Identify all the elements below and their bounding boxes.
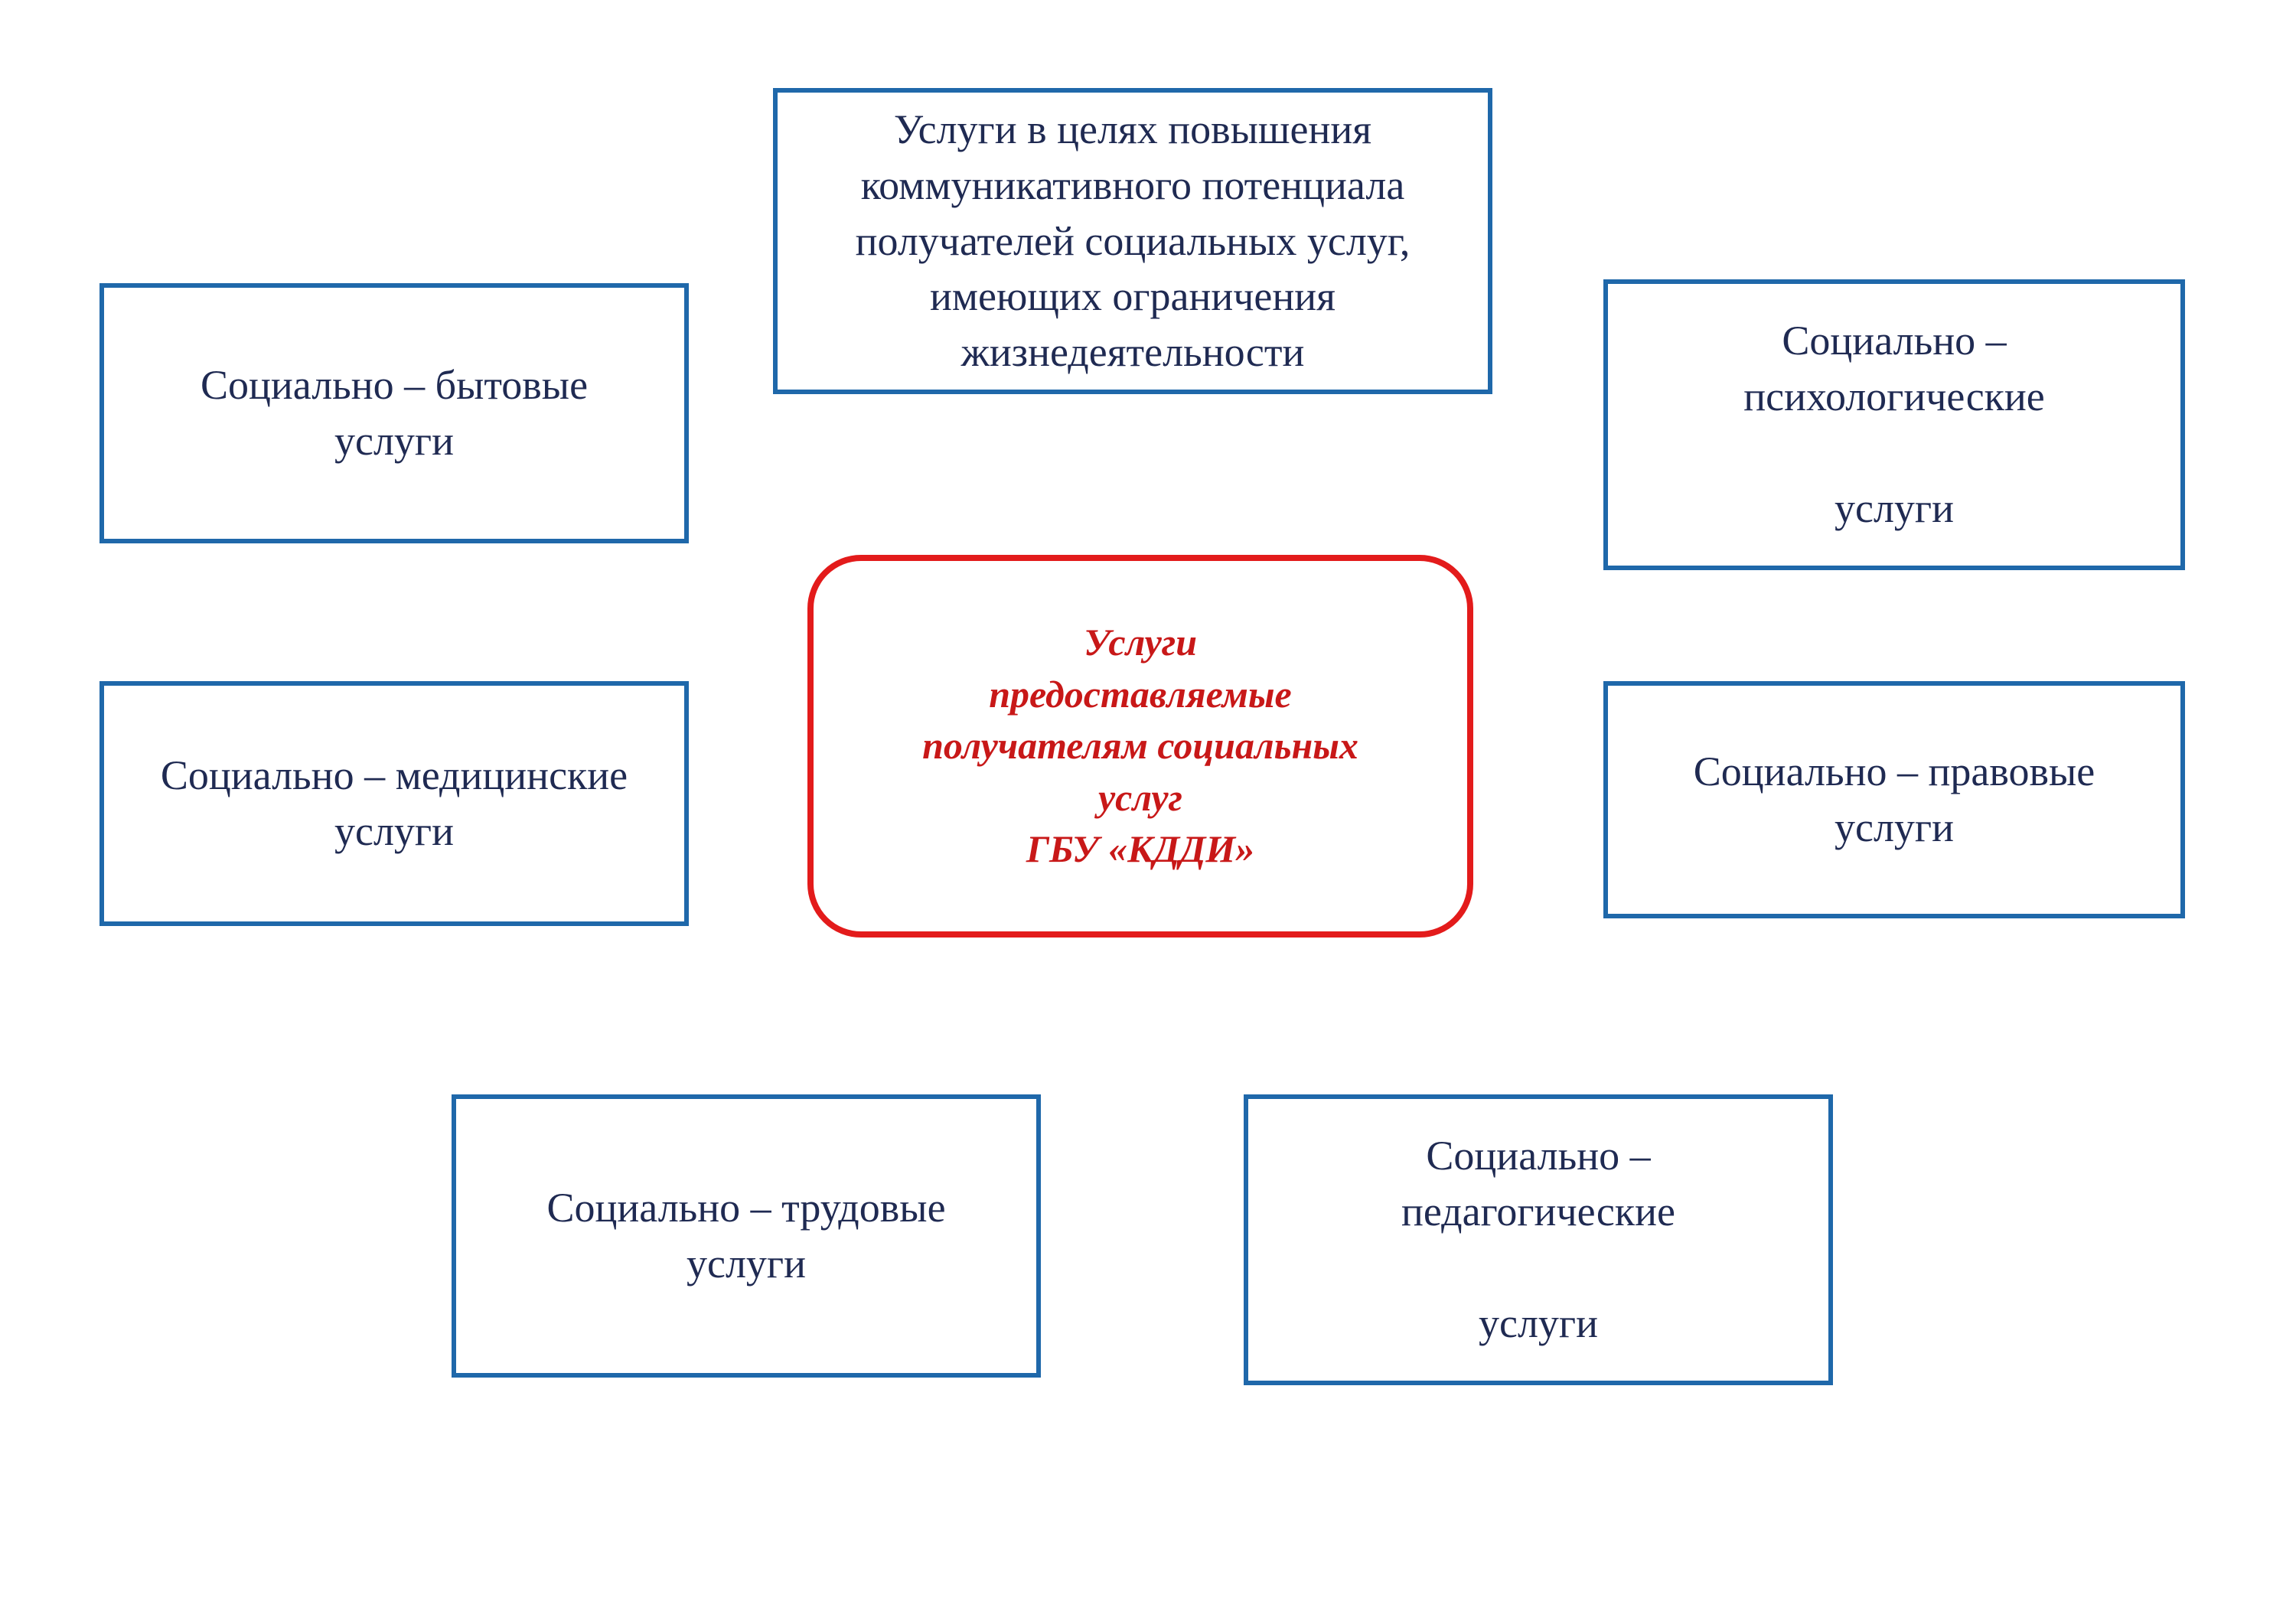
node-left-upper: Социально – бытовые услуги [99, 283, 689, 543]
node-right-upper: Социально – психологические услуги [1603, 279, 2185, 570]
node-bottom-left: Социально – трудовые услуги [452, 1094, 1041, 1378]
node-label: Социально – психологические услуги [1728, 305, 2060, 544]
node-bottom-right: Социально – педагогические услуги [1244, 1094, 1833, 1385]
node-label: Социально – бытовые услуги [185, 350, 603, 477]
node-label: Социально – правовые услуги [1678, 736, 2110, 863]
node-label: Социально – медицинские услуги [145, 740, 643, 867]
node-label: Услуги в целях повышения коммуникативног… [840, 94, 1426, 388]
node-label: Социально – трудовые услуги [531, 1172, 960, 1300]
node-label: Социально – педагогические услуги [1386, 1120, 1691, 1359]
node-left-mid: Социально – медицинские услуги [99, 681, 689, 926]
node-label: Услуги предоставляемые получателям социа… [907, 609, 1374, 883]
node-top: Услуги в целях повышения коммуникативног… [773, 88, 1492, 394]
node-right-mid: Социально – правовые услуги [1603, 681, 2185, 918]
node-center: Услуги предоставляемые получателям социа… [807, 555, 1473, 938]
